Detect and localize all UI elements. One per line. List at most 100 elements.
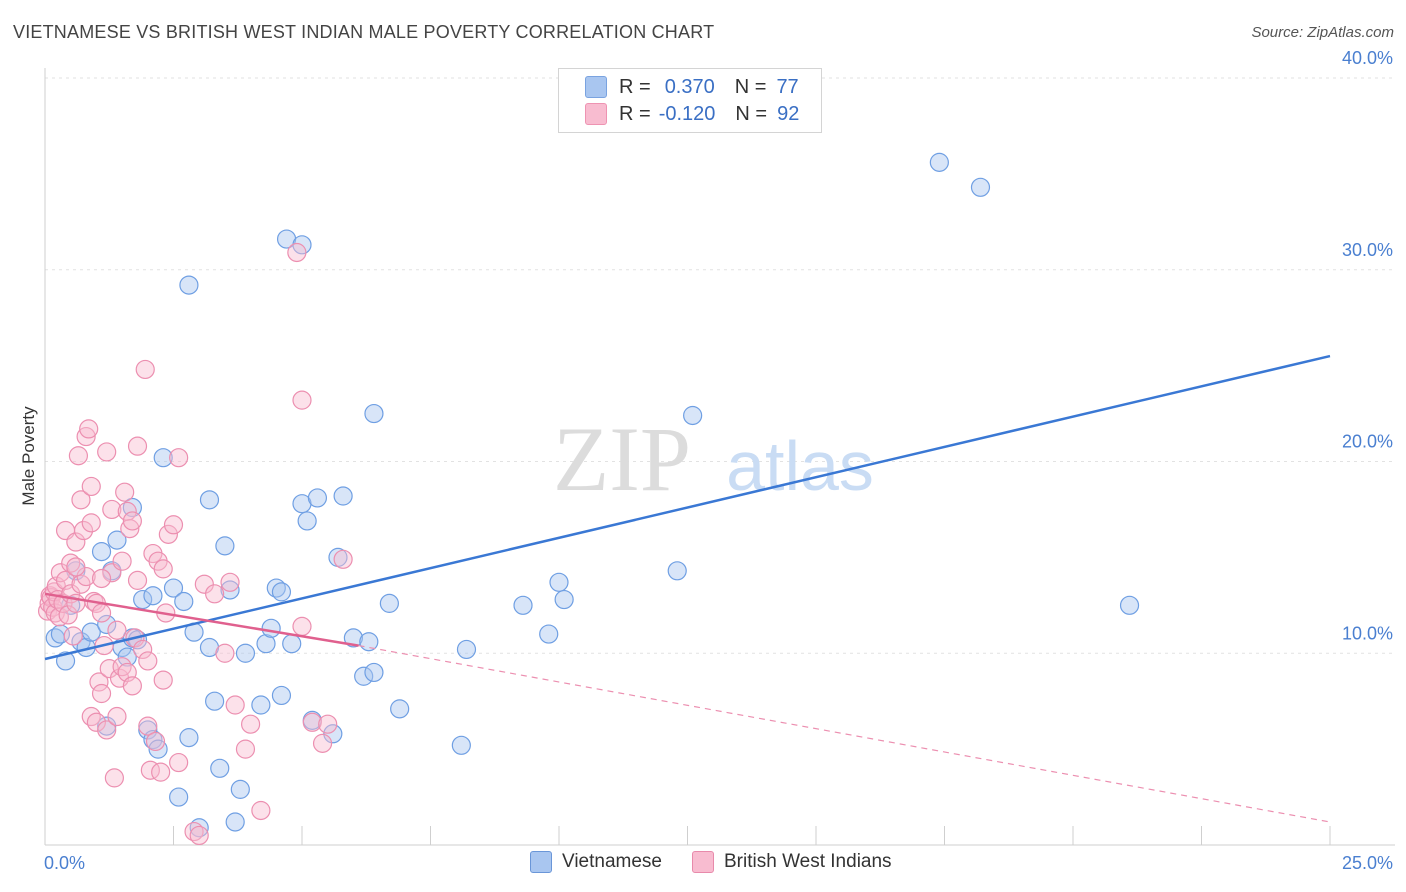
data-point <box>115 482 135 502</box>
bottom-legend-label: Vietnamese <box>562 851 662 872</box>
data-point <box>179 728 199 748</box>
data-point <box>205 584 225 604</box>
data-point <box>91 568 112 589</box>
data-point <box>138 651 158 671</box>
data-point <box>1119 595 1140 615</box>
data-point <box>297 511 317 531</box>
data-point <box>379 593 399 613</box>
data-point <box>189 825 209 846</box>
data-point <box>58 605 78 625</box>
data-point <box>86 712 107 732</box>
data-point <box>292 390 312 410</box>
data-point <box>215 643 235 663</box>
data-point <box>215 536 235 556</box>
tick-labels: 10.0% 20.0% 30.0% 40.0% 0.0% 25.0% <box>44 48 1393 873</box>
legend-r-value: -0.120 <box>658 102 716 125</box>
data-point <box>271 685 292 706</box>
legend-row-british-west-indians: R = -0.120 N = 92 <box>585 101 799 127</box>
data-point <box>122 511 142 531</box>
data-point <box>235 643 256 663</box>
x-tick-label: 0.0% <box>44 853 85 873</box>
data-point <box>169 752 189 773</box>
data-point <box>89 672 109 692</box>
data-point <box>81 476 101 497</box>
y-tick-label: 10.0% <box>1342 623 1393 643</box>
data-point <box>68 446 89 466</box>
data-point <box>66 557 86 577</box>
data-point <box>364 662 384 683</box>
data-point <box>76 566 96 587</box>
bottom-legend-label: British West Indians <box>724 851 892 872</box>
data-point <box>63 626 83 646</box>
chart-title: VIETNAMESE VS BRITISH WEST INDIAN MALE P… <box>13 22 715 42</box>
data-point <box>271 582 292 602</box>
data-point <box>251 695 271 715</box>
data-point <box>133 589 153 610</box>
data-point <box>683 405 703 426</box>
data-point <box>112 657 132 677</box>
data-point <box>456 639 477 660</box>
data-point <box>225 812 245 832</box>
data-point <box>97 442 117 462</box>
legend-n-label: N = <box>735 102 768 125</box>
data-point <box>199 490 220 510</box>
data-point <box>91 603 112 623</box>
legend-n-value: 92 <box>777 102 800 125</box>
data-point <box>91 542 112 562</box>
data-point <box>61 553 81 573</box>
chart-source: Source: ZipAtlas.com <box>1251 24 1394 41</box>
data-point <box>151 762 171 782</box>
data-point <box>333 486 353 506</box>
legend-r-value: 0.370 <box>664 75 715 98</box>
watermark-zip: ZIP <box>553 408 691 510</box>
data-point <box>354 666 374 686</box>
data-point <box>102 499 122 520</box>
data-point <box>107 620 127 640</box>
bottom-legend-swatch-vietnamese <box>530 851 552 873</box>
watermark: ZIP atlas <box>553 408 874 510</box>
data-point <box>169 448 189 468</box>
data-point <box>107 530 127 550</box>
data-point <box>282 634 302 654</box>
data-point <box>145 731 166 752</box>
data-point <box>225 695 245 715</box>
data-point <box>266 578 286 598</box>
data-point <box>104 768 124 788</box>
data-point <box>312 733 333 753</box>
data-point <box>210 758 230 778</box>
legend-r-label: R = <box>619 102 651 125</box>
data-point <box>143 586 163 606</box>
y-tick-label: 20.0% <box>1342 432 1393 452</box>
data-point <box>554 589 574 610</box>
data-point <box>302 712 322 732</box>
data-point <box>549 572 569 592</box>
data-point <box>179 275 199 295</box>
data-point <box>235 739 256 759</box>
data-point <box>71 490 91 510</box>
bottom-legend-swatch-british-west-indians <box>692 851 714 873</box>
trend-line-extension <box>358 644 1331 823</box>
bottom-legend: Vietnamese British West Indians <box>530 851 922 873</box>
data-point <box>91 683 112 704</box>
bottom-legend-british-west-indians: British West Indians <box>692 851 892 873</box>
data-point <box>451 735 471 755</box>
data-point <box>323 724 343 744</box>
data-point <box>153 559 173 579</box>
data-point <box>122 676 142 696</box>
data-point <box>220 580 240 600</box>
data-point <box>539 624 559 644</box>
data-point <box>97 720 117 740</box>
data-points <box>37 152 1140 846</box>
trend-line <box>44 592 359 647</box>
legend-n-value: 77 <box>776 75 799 98</box>
data-point <box>120 519 140 539</box>
legend-r-label: R = <box>619 75 651 98</box>
legend-n-label: N = <box>734 75 767 98</box>
data-point <box>135 359 155 380</box>
grid-lines <box>45 77 1395 654</box>
data-point <box>318 714 338 734</box>
data-point <box>667 561 687 581</box>
data-point <box>138 716 158 736</box>
data-point <box>184 821 204 842</box>
